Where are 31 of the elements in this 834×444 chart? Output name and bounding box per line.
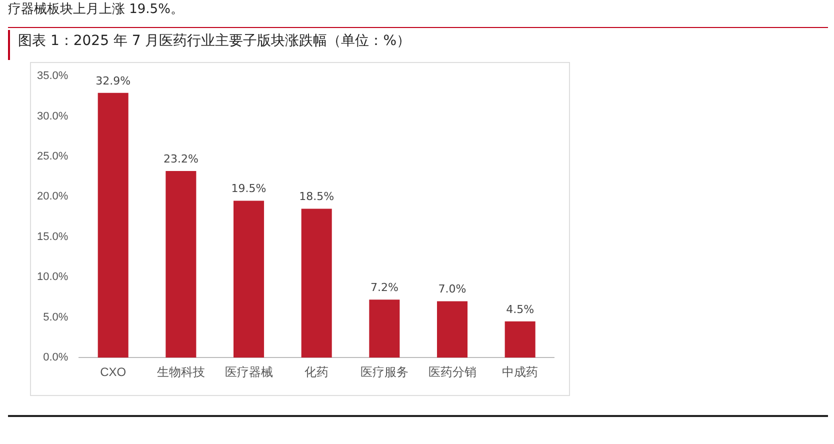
y-tick-label: 15.0% bbox=[36, 230, 68, 243]
x-tick-label: 化药 bbox=[304, 365, 329, 380]
x-tick-label: 医药分销 bbox=[428, 365, 476, 380]
y-tick-label: 0.0% bbox=[43, 352, 68, 364]
y-tick-label: 30.0% bbox=[36, 110, 68, 122]
bar bbox=[98, 92, 128, 358]
y-tick-label: 20.0% bbox=[36, 190, 68, 203]
y-tick-label: 35.0% bbox=[36, 70, 68, 82]
data-label: 23.2% bbox=[163, 152, 198, 166]
bar bbox=[234, 200, 264, 358]
text: 疗器械板块上月上涨 19.5%。 bbox=[8, 1, 184, 18]
y-tick-label: 10.0% bbox=[36, 271, 68, 284]
data-label: 7.2% bbox=[370, 281, 398, 294]
bar bbox=[504, 321, 536, 358]
x-tick-label: CXO bbox=[100, 365, 126, 380]
y-tick-label: 5.0% bbox=[43, 311, 68, 324]
data-label: 7.0% bbox=[438, 282, 466, 296]
x-tick-label: 中成药 bbox=[502, 365, 538, 380]
data-label: 18.5% bbox=[299, 190, 334, 204]
bar bbox=[166, 170, 196, 358]
data-label: 4.5% bbox=[506, 302, 534, 316]
bar bbox=[369, 300, 400, 358]
y-tick-label: 25.0% bbox=[36, 150, 68, 162]
x-tick-label: 生物科技 bbox=[156, 365, 205, 380]
x-tick-label: 医疗器械 bbox=[224, 365, 273, 380]
data-label: 19.5% bbox=[231, 182, 266, 196]
bar bbox=[436, 301, 468, 358]
data-label: 32.9% bbox=[96, 74, 131, 88]
chart-title: 图表 1：2025 年 7 月医药行业主要子版块涨跌幅（单位：%） bbox=[8, 30, 411, 60]
bar bbox=[301, 208, 332, 358]
x-tick-label: 医疗服务 bbox=[360, 365, 408, 380]
